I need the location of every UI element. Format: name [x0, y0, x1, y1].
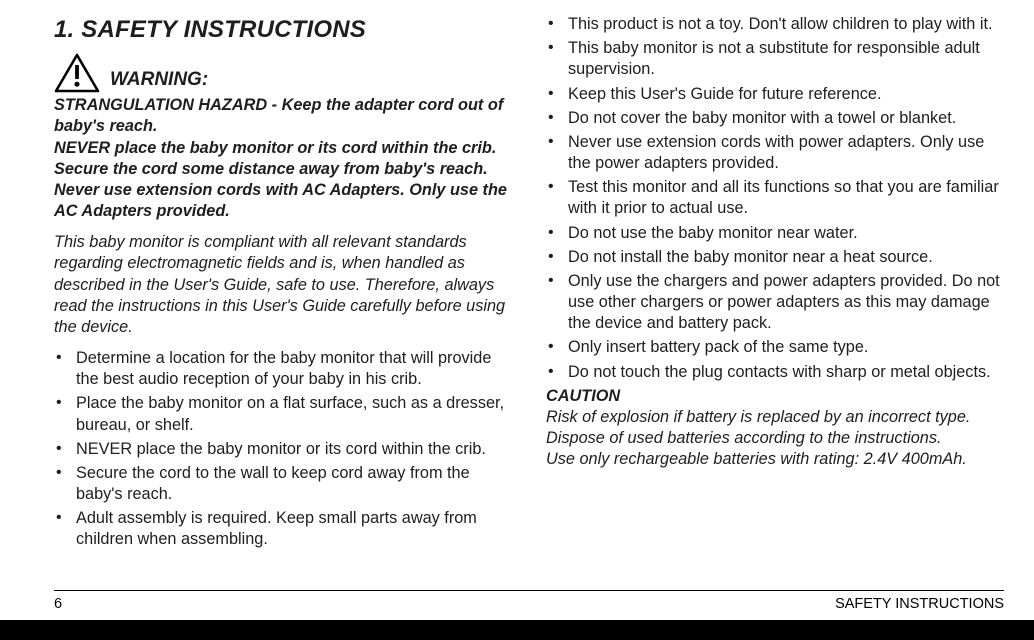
- left-bullet-list: Determine a location for the baby monito…: [54, 348, 512, 551]
- two-column-layout: 1. SAFETY INSTRUCTIONS WARNING: STRANGUL…: [54, 14, 1004, 574]
- footer-section-title: SAFETY INSTRUCTIONS: [835, 596, 1004, 612]
- list-item: NEVER place the baby monitor or its cord…: [54, 439, 512, 460]
- list-item: This product is not a toy. Don't allow c…: [546, 14, 1004, 35]
- caution-block: CAUTION Risk of explosion if battery is …: [546, 386, 1004, 471]
- bottom-black-bar: [0, 620, 1034, 640]
- list-item: Do not touch the plug contacts with shar…: [546, 362, 1004, 383]
- list-item: Secure the cord to the wall to keep cord…: [54, 463, 512, 505]
- right-column: This product is not a toy. Don't allow c…: [546, 14, 1004, 574]
- warning-body: STRANGULATION HAZARD - Keep the adapter …: [54, 95, 512, 222]
- warning-header: WARNING:: [54, 53, 512, 93]
- list-item: Do not use the baby monitor near water.: [546, 223, 1004, 244]
- page-footer: 6 SAFETY INSTRUCTIONS: [0, 590, 1034, 616]
- manual-page: 1. SAFETY INSTRUCTIONS WARNING: STRANGUL…: [0, 0, 1034, 640]
- caution-body: Risk of explosion if battery is replaced…: [546, 407, 1004, 471]
- list-item: Never use extension cords with power ada…: [546, 132, 1004, 174]
- list-item: Place the baby monitor on a flat surface…: [54, 393, 512, 435]
- warning-triangle-icon: [54, 53, 100, 93]
- left-column: 1. SAFETY INSTRUCTIONS WARNING: STRANGUL…: [54, 14, 512, 574]
- list-item: Do not cover the baby monitor with a tow…: [546, 108, 1004, 129]
- warning-label: WARNING:: [110, 68, 208, 94]
- section-heading: 1. SAFETY INSTRUCTIONS: [54, 14, 512, 45]
- list-item: This baby monitor is not a substitute fo…: [546, 38, 1004, 80]
- list-item: Only insert battery pack of the same typ…: [546, 337, 1004, 358]
- list-item: Determine a location for the baby monito…: [54, 348, 512, 390]
- compliance-paragraph: This baby monitor is compliant with all …: [54, 232, 512, 338]
- list-item: Do not install the baby monitor near a h…: [546, 247, 1004, 268]
- caution-label: CAUTION: [546, 386, 1004, 407]
- page-number: 6: [54, 596, 62, 612]
- list-item: Test this monitor and all its functions …: [546, 177, 1004, 219]
- list-item: Only use the chargers and power adapters…: [546, 271, 1004, 335]
- list-item: Adult assembly is required. Keep small p…: [54, 508, 512, 550]
- list-item: Keep this User's Guide for future refere…: [546, 84, 1004, 105]
- right-bullet-list: This product is not a toy. Don't allow c…: [546, 14, 1004, 383]
